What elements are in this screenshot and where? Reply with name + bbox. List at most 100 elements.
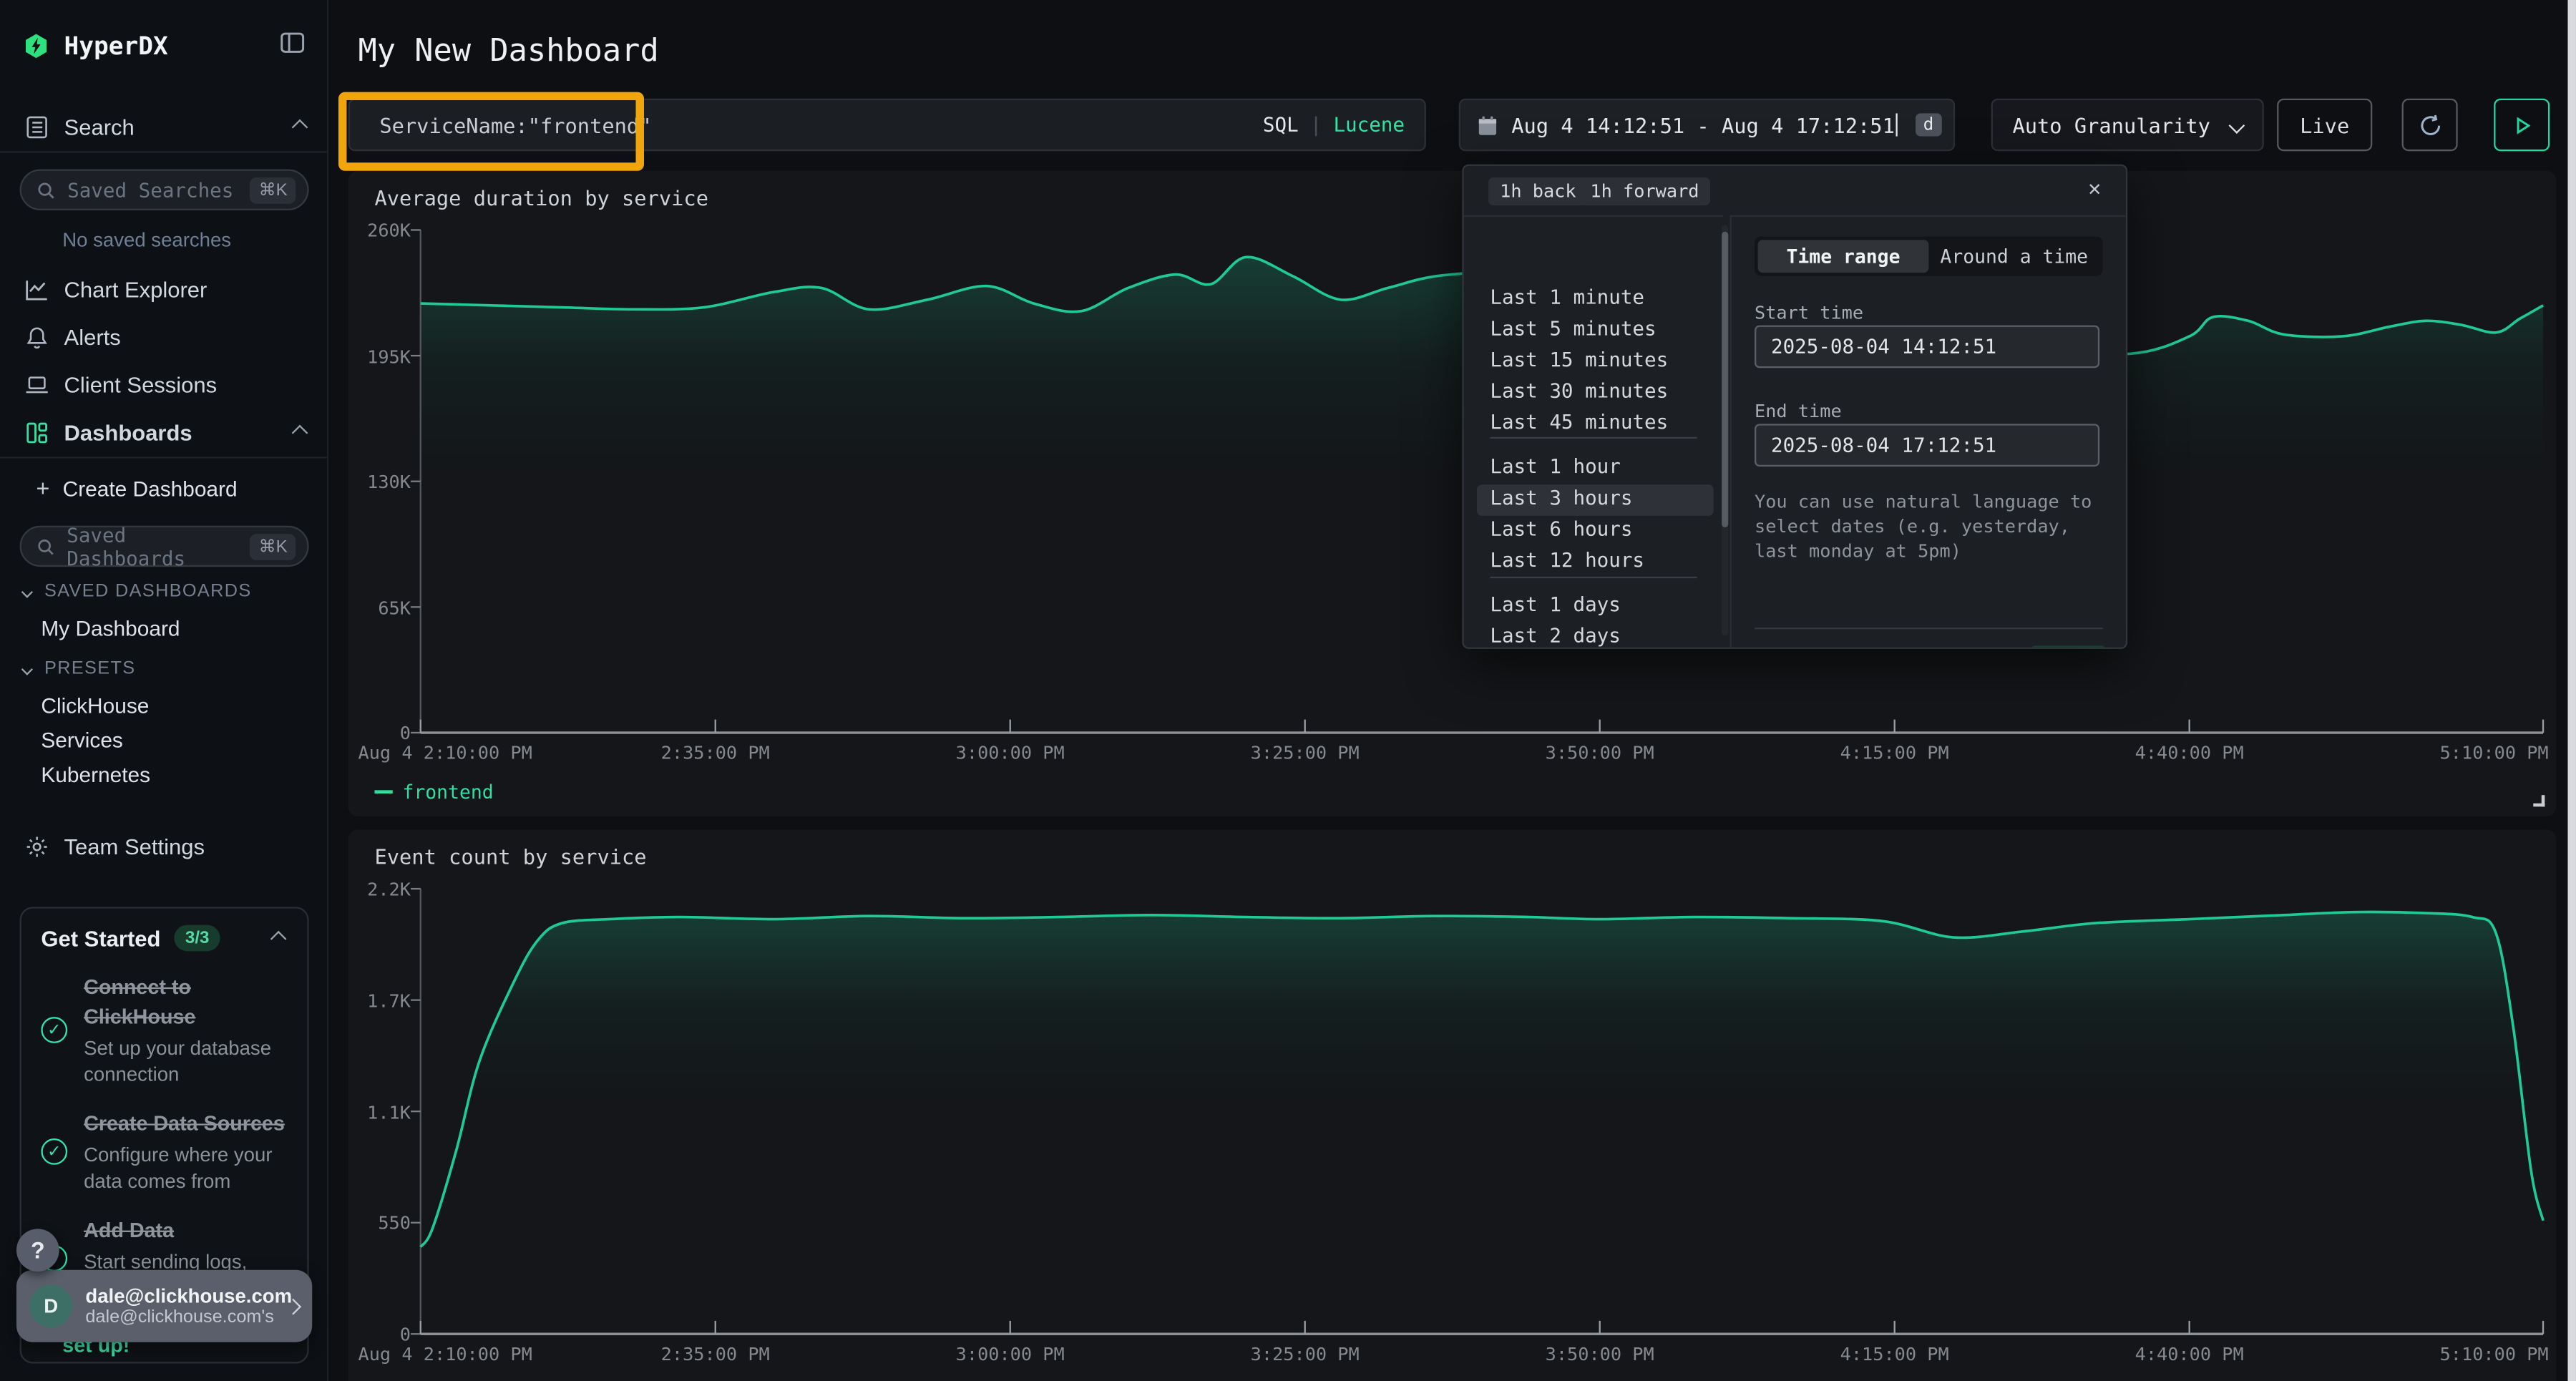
text-caret [1896,113,1898,136]
scrollbar-thumb[interactable] [1722,232,1728,527]
panel-resize-handle[interactable] [2533,795,2545,806]
live-button[interactable]: Live [2277,99,2372,151]
sidebar-item-kubernetes[interactable]: Kubernetes [41,762,150,786]
x-axis-tick-label: 3:25:00 PM [1251,743,1360,764]
close-icon[interactable]: ✕ [2083,179,2106,202]
range-option[interactable]: Last 5 minutes [1490,317,1656,340]
page-scrollbar[interactable] [2567,0,2575,1381]
sidebar-item-services[interactable]: Services [41,728,122,752]
range-option[interactable]: Last 15 minutes [1490,348,1668,371]
sidebar-item-team-settings[interactable]: Team Settings [0,829,328,862]
absolute-range-panel: Time range Around a time Start time 2025… [1730,215,2126,648]
check-circle-icon: ✓ [41,1017,67,1043]
create-dashboard-label: Create Dashboard [63,476,238,500]
sidebar-item-client-sessions[interactable]: Client Sessions [0,368,328,401]
end-time-label: End time [1755,401,1842,422]
saved-dashboards-input[interactable]: Saved Dashboards ⌘K [20,526,309,567]
create-dashboard-button[interactable]: + Create Dashboard [0,473,328,502]
x-axis-tick-label: Aug 4 2:10:00 PM [358,743,532,764]
tab-around-a-time[interactable]: Around a time [1928,240,2099,273]
time-mode-tabs: Time range Around a time [1755,237,2103,276]
refresh-button[interactable] [2402,99,2458,151]
range-option[interactable]: Last 12 hours [1490,549,1644,572]
shift-forward-button[interactable]: 1h forward [1579,177,1710,205]
saved-searches-placeholder: Saved Searches [67,178,233,201]
y-axis-tick-label: 0 [345,723,411,744]
d-key-badge: d [1915,113,1941,136]
chart-plot-area[interactable] [421,889,2543,1334]
range-option[interactable]: Last 45 minutes [1490,411,1668,434]
range-option[interactable]: Last 1 hour [1490,455,1620,478]
sidebar-item-chart-explorer[interactable]: Chart Explorer [0,273,328,306]
no-saved-searches-text: No saved searches [62,228,231,251]
y-axis-tick-label: 130K [345,472,411,493]
task-title: Add Data [84,1219,174,1242]
apply-button[interactable]: Apply [2031,645,2107,649]
get-started-item[interactable]: ✓ Connect to ClickHouse Set up your data… [41,972,287,1088]
x-axis-tick-label: 3:00:00 PM [956,743,1065,764]
divider [1755,628,2103,629]
brand-row: HyperDX [0,26,328,66]
time-range-value: Aug 4 14:12:51 - Aug 4 17:12:51 [1511,112,1895,137]
saved-searches-input[interactable]: Saved Searches ⌘K [20,169,309,210]
y-axis-tick-label: 195K [345,346,411,367]
x-axis-tick-label: 3:25:00 PM [1251,1344,1360,1365]
get-started-title: Get Started [41,926,160,950]
hyperdx-logo-icon [23,33,49,59]
chevron-down-icon [21,663,33,674]
time-range-input[interactable]: Aug 4 14:12:51 - Aug 4 17:12:51 d [1459,99,1955,151]
get-started-badge: 3/3 [174,925,221,952]
range-option[interactable]: Last 1 days [1490,593,1620,616]
y-axis-tick-label: 550 [345,1213,411,1234]
legend-label: frontend [402,781,493,804]
x-axis-tick-label: 5:10:00 PM [2440,1344,2549,1365]
y-axis-tick-label: 1.1K [345,1101,411,1123]
sidebar-item-search[interactable]: Search [0,110,328,143]
sidebar-item-label: Team Settings [64,834,205,858]
sidebar-item-label: Chart Explorer [64,277,208,301]
search-nav-icon [23,113,49,140]
sidebar-item-label: Client Sessions [64,372,218,396]
chevron-up-icon [292,424,308,440]
collapse-sidebar-icon[interactable] [279,29,306,63]
check-circle-icon: ✓ [41,1138,67,1165]
range-option[interactable]: Last 6 hours [1490,517,1632,540]
chevron-up-icon[interactable] [270,930,287,947]
end-time-input[interactable]: 2025-08-04 17:12:51 [1755,424,2099,467]
range-option[interactable]: Last 30 minutes [1490,379,1668,402]
lucene-toggle[interactable]: Lucene [1333,113,1405,136]
sidebar-item-dashboards[interactable]: Dashboards [0,416,328,449]
range-option[interactable]: Last 2 days [1490,624,1620,647]
granularity-select[interactable]: Auto Granularity [1991,99,2264,151]
kbd-shortcut: ⌘K [250,177,296,203]
sidebar-item-clickhouse[interactable]: ClickHouse [41,693,149,718]
task-desc: Configure where your data comes from [84,1142,288,1194]
section-presets[interactable]: PRESETS [23,659,135,679]
saved-dashboards-placeholder: Saved Dashboards [67,523,250,569]
chart-panel-event-count: Event count by service frontend 05501.1K… [348,829,2557,1381]
sql-toggle[interactable]: SQL [1263,113,1299,136]
legend-line-swatch [374,790,392,794]
section-saved-dashboards[interactable]: SAVED DASHBOARDS [23,582,251,602]
help-button[interactable]: ? [16,1229,59,1272]
annotation-highlight-box [338,92,644,171]
range-option[interactable]: Last 1 minute [1490,286,1644,308]
sidebar-item-my-dashboard[interactable]: My Dashboard [41,616,180,640]
tab-time-range[interactable]: Time range [1758,240,1929,273]
start-time-label: Start time [1755,302,1863,323]
shift-back-button[interactable]: 1h back [1488,177,1588,205]
user-menu[interactable]: D dale@clickhouse.com dale@clickhouse.co… [16,1270,312,1342]
dashboards-icon [23,419,49,445]
run-query-button[interactable] [2494,99,2550,151]
range-option-selected[interactable]: Last 3 hours [1490,487,1632,509]
x-axis-tick-label: 4:40:00 PM [2135,1344,2244,1365]
chart-explorer-icon [23,276,49,303]
chart-panel-avg-duration: Average duration by service frontend 065… [348,171,2557,816]
get-started-item[interactable]: ✓ Create Data Sources Configure where yo… [41,1109,287,1194]
sidebar-item-alerts[interactable]: Alerts [0,321,328,353]
chart-legend[interactable]: frontend [374,781,493,804]
language-toggle[interactable]: SQL | Lucene [1263,113,1405,136]
granularity-value: Auto Granularity [2012,112,2210,137]
user-name: dale@clickhouse.com [85,1284,288,1307]
start-time-input[interactable]: 2025-08-04 14:12:51 [1755,326,2099,369]
